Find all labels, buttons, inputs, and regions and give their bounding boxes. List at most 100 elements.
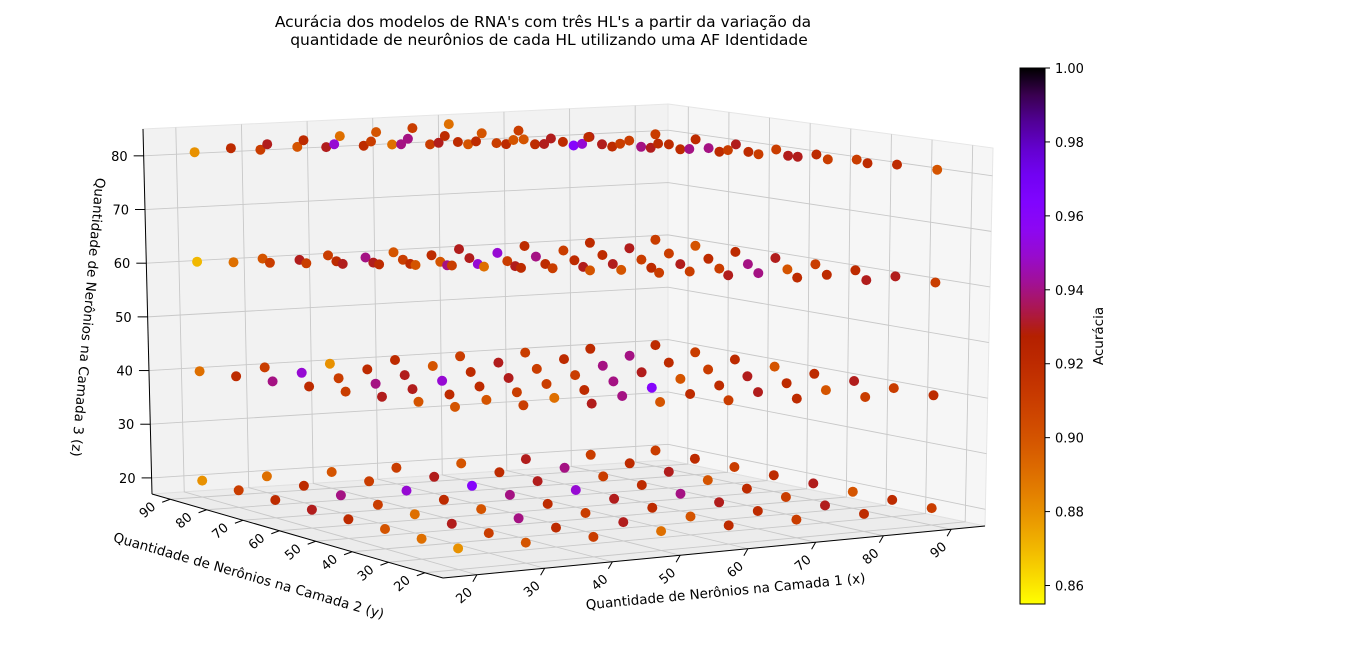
data-point [474,381,485,392]
data-point [654,267,665,278]
data-point [892,159,902,170]
data-point [663,248,674,259]
data-point [585,265,595,276]
data-point [520,454,531,465]
y-tick-label: 50 [282,542,304,564]
data-point [530,139,540,150]
z-tick-label: 80 [111,150,128,165]
x-tick-mark [472,574,478,582]
data-point [467,480,477,491]
data-point [455,351,466,362]
z-tick-label: 20 [119,472,136,487]
grid-line-x [569,108,884,537]
z-tick-label: 50 [115,311,132,326]
data-point [541,379,552,389]
data-point [329,139,340,150]
data-point [324,358,335,369]
x-tick-mark [946,529,952,537]
data-point [609,493,620,504]
data-point [608,376,619,387]
data-point [231,371,242,382]
x-axis-line [442,525,986,579]
data-point [753,387,763,398]
colorbar-label: Acurácia [1091,307,1107,365]
data-point [650,129,661,140]
data-point [685,511,696,522]
grid-line-z [143,129,993,177]
data-point [851,154,862,165]
data-point [615,138,626,149]
plot-area-3d[interactable]: 20 30 40 50 60 70 80 90203040506070809020304050… [67,103,994,623]
x-tick-label: 20 [453,585,475,607]
data-point [362,364,373,375]
data-point [262,139,273,150]
data-point [714,380,725,391]
data-point [551,522,561,533]
data-point [343,514,354,525]
data-point [723,395,734,406]
data-point [577,138,588,149]
data-point [809,368,820,379]
colorbar-tick-label: 0.90 [1055,432,1084,447]
y-tick-label: 70 [210,521,232,543]
y-tick-label: 90 [137,500,159,522]
data-point [618,517,629,528]
data-point [752,506,763,516]
data-point [267,376,278,387]
y-tick-label: 80 [173,510,195,532]
data-point [847,486,858,497]
data-point [549,392,560,403]
data-point [454,244,464,255]
data-point [810,259,821,270]
data-point [558,245,569,256]
data-point [416,533,427,544]
data-point [540,259,551,269]
data-point [741,483,752,494]
data-point [689,453,700,464]
data-point [663,466,674,477]
data-point [464,253,475,264]
data-point [655,397,666,407]
colorbar-gradient [1019,67,1046,605]
data-point [653,138,664,149]
data-point [456,458,467,469]
grid-line-y [242,117,771,521]
grid-line-z [150,391,987,455]
data-point [401,485,412,496]
y-tick-mark [307,540,316,545]
data-point [516,262,526,273]
data-point [811,149,822,160]
data-point [723,270,734,281]
data-point [333,373,344,384]
data-point [427,361,438,371]
data-point [387,139,398,150]
colorbar-tick-label: 1.00 [1055,62,1084,77]
data-point [690,240,701,251]
data-point [580,508,591,518]
x-tick-mark [811,542,817,550]
data-point [358,140,369,151]
data-point [714,146,725,157]
data-point [391,462,402,473]
data-point [377,391,387,402]
data-point [463,139,474,150]
x-tick-mark [878,535,884,543]
data-point [513,513,524,524]
data-point [520,537,531,548]
data-point [782,264,793,275]
data-point [887,494,898,505]
data-point [636,141,647,152]
data-point [860,392,871,402]
data-point [928,390,939,401]
y-tick-mark [234,519,244,524]
data-point [519,241,530,251]
grid-line-z [146,234,991,288]
data-point [559,354,569,365]
data-point [771,144,782,155]
grid-line-x [306,121,613,563]
grid-line-y [352,134,892,553]
data-point [539,139,550,149]
data-point [504,489,515,500]
data-point [617,391,628,401]
